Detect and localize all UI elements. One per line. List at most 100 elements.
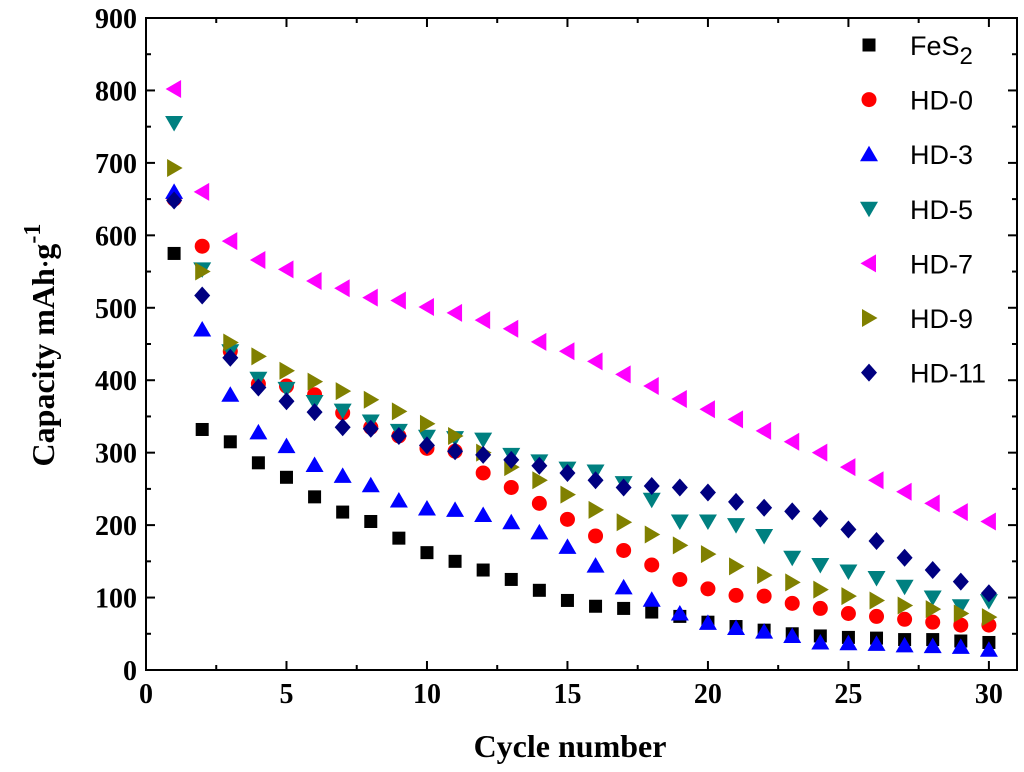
x-tick-label: 5 bbox=[279, 679, 293, 710]
data-point bbox=[841, 587, 857, 606]
legend-label: HD-9 bbox=[910, 304, 973, 334]
data-point bbox=[812, 509, 829, 528]
data-point bbox=[588, 500, 605, 519]
data-point bbox=[812, 600, 828, 616]
legend-marker bbox=[862, 309, 878, 327]
data-point bbox=[586, 557, 605, 573]
data-point bbox=[558, 342, 575, 361]
legend-label: HD-3 bbox=[910, 140, 973, 170]
series-hd-7 bbox=[165, 79, 996, 531]
data-point bbox=[389, 491, 408, 508]
data-point bbox=[755, 528, 774, 545]
y-axis-title-unit: g bbox=[25, 244, 61, 260]
data-point bbox=[531, 456, 548, 475]
y-tick-label: 200 bbox=[95, 511, 137, 542]
data-point bbox=[672, 536, 689, 555]
data-point bbox=[755, 421, 772, 440]
data-point bbox=[839, 564, 858, 580]
data-point bbox=[698, 614, 717, 630]
data-point bbox=[278, 392, 295, 411]
y-tick-label: 600 bbox=[95, 221, 137, 252]
data-point bbox=[363, 390, 380, 409]
data-point bbox=[558, 538, 577, 554]
plot-frame bbox=[145, 17, 1018, 671]
data-point bbox=[336, 505, 350, 519]
data-point bbox=[333, 467, 352, 483]
data-point bbox=[699, 400, 715, 419]
data-point bbox=[840, 520, 857, 539]
data-point bbox=[923, 637, 942, 654]
data-point bbox=[615, 365, 631, 384]
data-point bbox=[700, 545, 717, 564]
data-point bbox=[614, 578, 633, 595]
data-point bbox=[334, 418, 351, 437]
data-point bbox=[671, 390, 687, 409]
data-point bbox=[672, 571, 688, 587]
legend-label: HD-0 bbox=[910, 86, 973, 116]
data-point bbox=[446, 303, 463, 322]
data-point bbox=[193, 182, 210, 201]
data-point bbox=[530, 332, 547, 351]
legend-label: HD-5 bbox=[910, 195, 973, 225]
data-point bbox=[306, 271, 322, 290]
data-point bbox=[279, 361, 295, 380]
data-point bbox=[250, 378, 267, 397]
data-point bbox=[645, 605, 659, 619]
data-point bbox=[756, 588, 772, 604]
data-point bbox=[194, 286, 211, 305]
data-point bbox=[560, 485, 576, 504]
data-point bbox=[532, 471, 548, 490]
legend-marker bbox=[860, 201, 878, 218]
legend-label: HD-11 bbox=[910, 359, 986, 389]
x-tick-label: 15 bbox=[553, 679, 581, 710]
y-axis-title-dot: · bbox=[31, 260, 60, 269]
data-point bbox=[839, 634, 858, 651]
data-point bbox=[589, 599, 603, 613]
data-point bbox=[785, 573, 801, 592]
legend-marker bbox=[861, 363, 877, 382]
data-point bbox=[362, 419, 379, 438]
data-point bbox=[559, 463, 576, 482]
y-axis-title-sup: -1 bbox=[20, 224, 46, 244]
data-point bbox=[417, 499, 436, 516]
data-point bbox=[727, 518, 746, 534]
data-point bbox=[617, 601, 631, 615]
data-point bbox=[475, 445, 492, 464]
data-point bbox=[503, 450, 520, 469]
data-marks bbox=[165, 79, 998, 657]
y-tick-label: 700 bbox=[95, 149, 137, 180]
data-point bbox=[924, 494, 940, 513]
data-point bbox=[980, 584, 997, 603]
data-point bbox=[448, 427, 464, 446]
y-tick-label: 900 bbox=[95, 4, 137, 35]
data-point bbox=[981, 608, 998, 627]
data-point bbox=[756, 498, 773, 517]
data-point bbox=[895, 636, 914, 653]
x-tick-label: 20 bbox=[694, 679, 722, 710]
data-point bbox=[503, 479, 519, 495]
data-point bbox=[925, 614, 941, 630]
data-point bbox=[811, 443, 828, 462]
data-point bbox=[249, 423, 268, 440]
data-point bbox=[420, 546, 434, 560]
data-point bbox=[923, 590, 942, 607]
legend-marker bbox=[862, 38, 876, 52]
data-point bbox=[729, 557, 745, 576]
data-point bbox=[335, 382, 352, 401]
y-tick-label: 300 bbox=[95, 439, 137, 470]
x-tick-label: 10 bbox=[413, 679, 441, 710]
data-point bbox=[895, 579, 914, 596]
data-point bbox=[642, 492, 661, 509]
y-tick-label: 800 bbox=[95, 76, 137, 107]
data-point bbox=[474, 506, 493, 522]
legend-marker bbox=[860, 145, 878, 162]
data-point bbox=[277, 260, 294, 279]
data-point bbox=[305, 394, 324, 411]
data-point bbox=[979, 641, 998, 657]
y-axis-title-main: Capacity mAh bbox=[25, 268, 61, 466]
x-tick-label: 30 bbox=[975, 679, 1003, 710]
data-point bbox=[447, 442, 464, 461]
data-point bbox=[811, 633, 830, 650]
data-point bbox=[698, 514, 717, 530]
data-point bbox=[925, 600, 942, 619]
